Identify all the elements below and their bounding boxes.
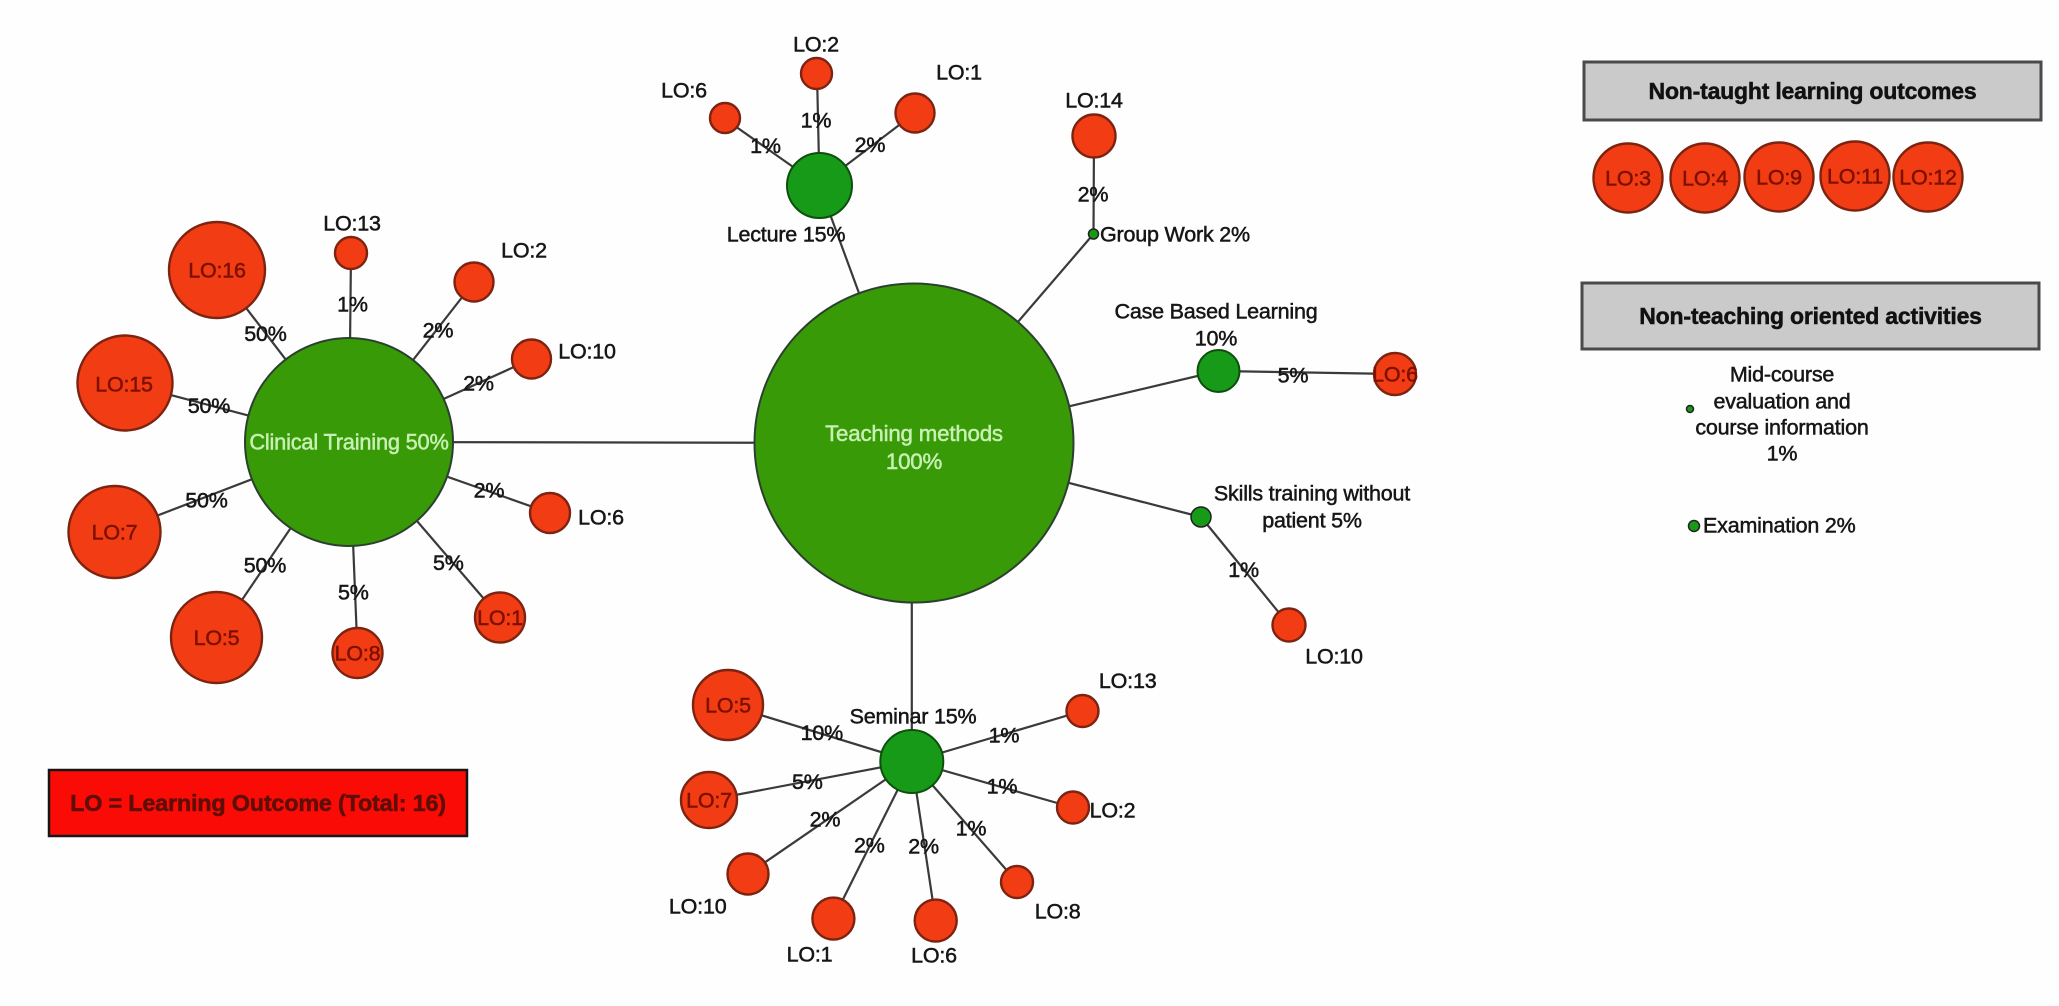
svg-text:10%: 10% (1195, 327, 1238, 351)
svg-text:5%: 5% (792, 770, 823, 794)
svg-text:LO:13: LO:13 (1099, 669, 1157, 693)
svg-text:Non-teaching oriented activiti: Non-teaching oriented activities (1639, 303, 1982, 329)
svg-text:LO:4: LO:4 (1682, 167, 1728, 191)
svg-text:2%: 2% (810, 808, 841, 832)
svg-text:1%: 1% (1228, 558, 1259, 582)
svg-text:evaluation and: evaluation and (1713, 390, 1850, 414)
svg-text:50%: 50% (244, 322, 287, 346)
svg-text:Mid-course: Mid-course (1730, 363, 1834, 387)
svg-text:patient 5%: patient 5% (1262, 509, 1362, 533)
svg-text:Non-taught learning outcomes: Non-taught learning outcomes (1649, 78, 1977, 104)
svg-text:LO:5: LO:5 (194, 626, 240, 650)
svg-text:LO:1: LO:1 (477, 606, 523, 630)
svg-text:LO:2: LO:2 (793, 33, 839, 57)
svg-text:2%: 2% (474, 479, 505, 503)
svg-text:1%: 1% (956, 817, 987, 841)
svg-text:LO:3: LO:3 (1605, 167, 1651, 191)
svg-text:LO:6: LO:6 (661, 79, 707, 103)
svg-text:2%: 2% (423, 319, 454, 343)
svg-text:LO:2: LO:2 (1090, 799, 1136, 823)
svg-text:Case Based Learning: Case Based Learning (1115, 300, 1318, 324)
svg-text:LO:1: LO:1 (787, 943, 833, 967)
svg-text:Clinical Training 50%: Clinical Training 50% (249, 430, 448, 455)
svg-text:1%: 1% (987, 775, 1018, 799)
svg-text:LO:6: LO:6 (578, 506, 624, 530)
svg-text:2%: 2% (908, 835, 939, 859)
svg-text:Examination 2%: Examination 2% (1703, 514, 1856, 538)
svg-text:LO:6: LO:6 (911, 944, 957, 968)
svg-text:LO:11: LO:11 (1827, 165, 1883, 189)
svg-text:LO:10: LO:10 (669, 895, 727, 919)
svg-text:Teaching methods: Teaching methods (825, 421, 1003, 446)
svg-text:1%: 1% (989, 724, 1020, 748)
svg-text:2%: 2% (1078, 183, 1109, 207)
svg-text:1%: 1% (337, 293, 368, 317)
svg-text:2%: 2% (463, 372, 494, 396)
svg-text:LO:10: LO:10 (1305, 645, 1363, 669)
svg-text:5%: 5% (1278, 364, 1309, 388)
svg-text:Lecture 15%: Lecture 15% (727, 223, 846, 247)
svg-text:LO:12: LO:12 (1899, 166, 1957, 190)
svg-text:1%: 1% (1767, 442, 1798, 466)
svg-text:50%: 50% (244, 554, 287, 578)
svg-text:LO:14: LO:14 (1065, 89, 1123, 113)
svg-text:LO:6: LO:6 (1372, 363, 1418, 387)
svg-text:LO:8: LO:8 (1035, 900, 1081, 924)
svg-text:course information: course information (1695, 416, 1868, 440)
svg-text:LO:5: LO:5 (705, 694, 751, 718)
svg-text:5%: 5% (338, 581, 369, 605)
svg-text:50%: 50% (188, 394, 231, 418)
svg-text:LO:1: LO:1 (936, 61, 982, 85)
svg-text:LO:13: LO:13 (323, 212, 381, 236)
svg-text:LO:16: LO:16 (188, 259, 246, 283)
svg-text:Group Work 2%: Group Work 2% (1100, 223, 1250, 247)
svg-text:LO = Learning Outcome (Total:: LO = Learning Outcome (Total: 16) (70, 790, 446, 816)
svg-text:5%: 5% (433, 551, 464, 575)
svg-text:LO:2: LO:2 (501, 239, 547, 263)
svg-text:100%: 100% (886, 449, 943, 474)
svg-text:1%: 1% (750, 134, 781, 158)
svg-text:2%: 2% (855, 133, 886, 157)
svg-text:LO:10: LO:10 (558, 340, 616, 364)
svg-text:LO:15: LO:15 (95, 373, 153, 397)
svg-text:1%: 1% (801, 109, 832, 133)
svg-text:LO:8: LO:8 (335, 642, 381, 666)
svg-text:Skills training without: Skills training without (1214, 482, 1410, 506)
svg-text:10%: 10% (801, 721, 844, 745)
svg-text:50%: 50% (185, 489, 228, 513)
svg-text:2%: 2% (854, 834, 885, 858)
svg-text:LO:9: LO:9 (1756, 166, 1802, 190)
svg-text:LO:7: LO:7 (686, 789, 732, 813)
svg-text:LO:7: LO:7 (92, 521, 138, 545)
svg-text:Seminar 15%: Seminar 15% (850, 705, 977, 729)
